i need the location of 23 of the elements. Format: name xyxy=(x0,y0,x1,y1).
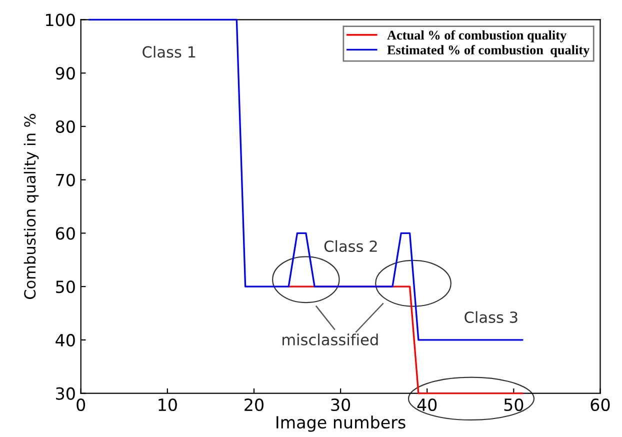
x-axis-title: Image numbers xyxy=(276,416,406,432)
x-tick-label: 0 xyxy=(76,398,86,412)
y-tick-label: 100 xyxy=(46,14,75,26)
legend-label: Estimated % of combustion quality xyxy=(387,44,590,58)
y-tick-label: 40 xyxy=(56,334,75,346)
y-tick-label: 90 xyxy=(56,67,75,80)
x-tick-label: 50 xyxy=(504,398,524,412)
y-tick-label: 50 xyxy=(56,280,75,294)
x-tick-label: 10 xyxy=(158,398,177,412)
x-tick-label: 40 xyxy=(417,398,437,412)
legend-label: Actual % of combustion quality xyxy=(387,30,566,42)
x-tick-label: 20 xyxy=(244,398,264,412)
x-tick-label: 30 xyxy=(331,398,350,412)
y-tick-label: 70 xyxy=(56,174,75,186)
y-tick-label: 60 xyxy=(56,227,75,240)
annotation: Class 3 xyxy=(464,311,518,324)
y-axis-title: Combustion quality in % xyxy=(24,114,39,300)
y-tick-label: 30 xyxy=(56,387,75,400)
annotation: misclassified xyxy=(282,334,378,346)
annotation: Class 1 xyxy=(142,46,196,58)
annotation: Class 2 xyxy=(324,240,377,252)
y-tick-label: 80 xyxy=(56,120,75,133)
x-tick-label: 60 xyxy=(590,398,610,412)
